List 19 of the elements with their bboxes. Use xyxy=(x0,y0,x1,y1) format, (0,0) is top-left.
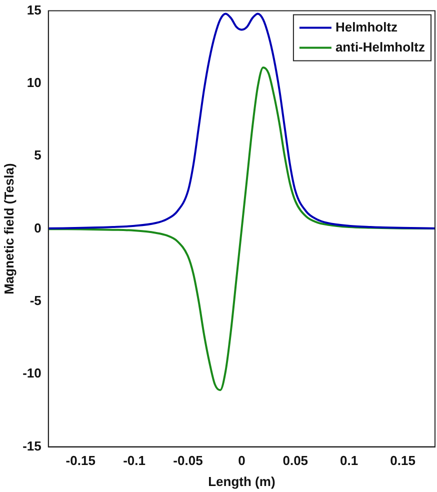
x-tick-label: -0.15 xyxy=(66,453,96,468)
y-tick-label: -5 xyxy=(30,293,42,308)
y-tick-label: 10 xyxy=(26,75,42,90)
x-tick-label: 0.1 xyxy=(340,453,358,468)
y-axis-title: Magnetic field (Tesla) xyxy=(1,163,16,294)
x-tick-label: 0.05 xyxy=(282,453,308,468)
legend-label: Helmholtz xyxy=(335,19,398,34)
x-tick-label: -0.05 xyxy=(173,453,203,468)
x-tick-label: 0.15 xyxy=(390,453,416,468)
x-tick-label: 0 xyxy=(238,453,246,468)
line-series xyxy=(48,12,435,230)
y-tick-label: 0 xyxy=(34,220,42,236)
y-tick-label: 5 xyxy=(34,148,42,163)
legend-label: anti-Helmholtz xyxy=(335,39,426,54)
y-tick-label: -15 xyxy=(22,438,42,454)
x-tick-label: -0.1 xyxy=(123,453,146,468)
y-tick-label: -10 xyxy=(22,366,42,381)
y-tick-label: 15 xyxy=(26,2,42,18)
x-axis-title: Length (m) xyxy=(208,474,276,489)
